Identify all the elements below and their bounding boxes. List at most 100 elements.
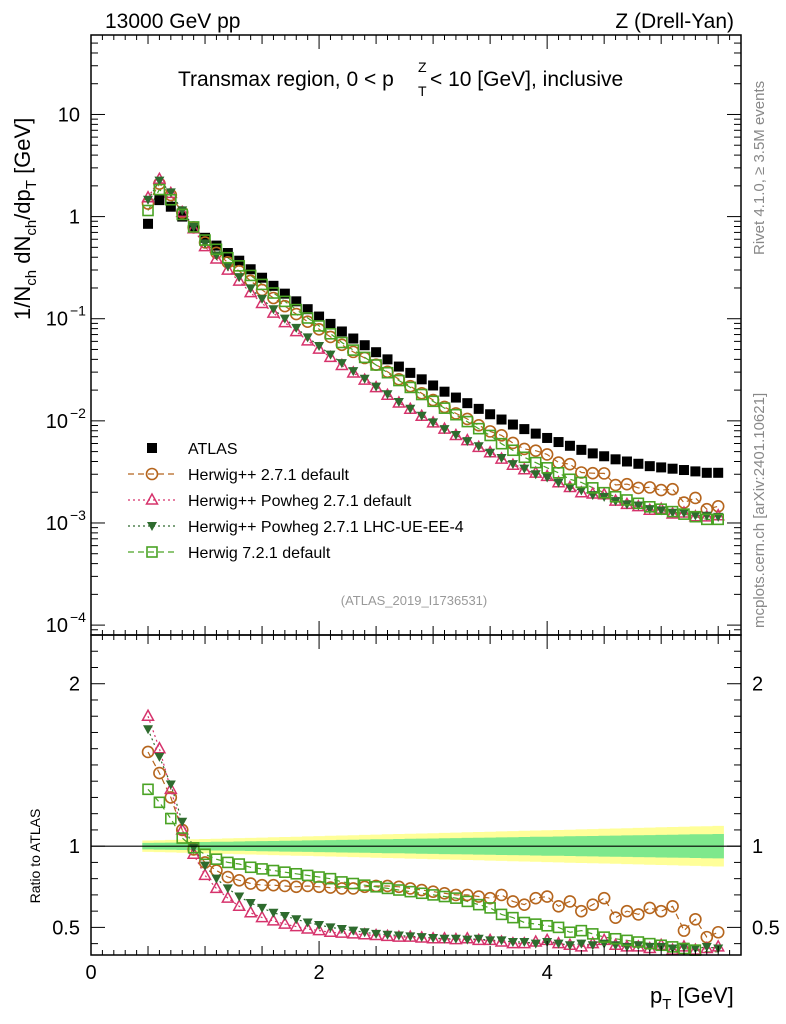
marker-ratio-s2-p7: [221, 890, 235, 903]
line-ratio-series-4: [147, 788, 719, 953]
marker-ratio-s4-p25: [427, 889, 439, 901]
marker-top-s2-p6: [209, 251, 224, 264]
marker-top-s4-p0: [142, 204, 154, 217]
marker-top-s4-p24: [415, 388, 428, 401]
ylabel-part4: [GeV]: [10, 118, 35, 180]
marker-top-s4-p31: [495, 437, 508, 450]
marker-top-s2-p32: [506, 457, 520, 470]
marker-ratio-s4-p11: [267, 864, 280, 877]
marker-ratio-s3-p6: [211, 874, 222, 884]
marker-top-s0-p18: [348, 333, 359, 344]
marker-top-s4-p17: [336, 336, 348, 349]
marker-ratio-s4-p12: [279, 866, 291, 878]
marker-top-s3-p8: [234, 273, 245, 283]
y-tick-label-top-2: 10: [46, 411, 68, 433]
y-tick-label-top-1: 10: [46, 513, 68, 535]
marker-top-s4-p20: [370, 359, 382, 371]
marker-top-s0-p33: [519, 424, 530, 435]
marker-top-s1-p35: [540, 448, 554, 461]
marker-top-s1-p50: [711, 499, 725, 513]
marker-ratio-s2-p15: [312, 923, 326, 936]
marker-ratio-s2-p1: [152, 741, 167, 754]
marker-ratio-s3-p0: [143, 725, 154, 735]
marker-ratio-s3-p19: [359, 928, 370, 938]
marker-top-s1-p37: [563, 457, 577, 471]
marker-ratio-s2-p8: [232, 898, 247, 912]
marker-ratio-s2-p9: [243, 905, 258, 918]
marker-top-s3-p47: [678, 508, 689, 518]
marker-ratio-s4-p34: [529, 918, 542, 930]
marker-ratio-s3-p33: [519, 938, 530, 948]
marker-ratio-s3-p49: [701, 942, 712, 952]
marker-ratio-s3-p18: [348, 926, 359, 936]
marker-ratio-s2-p32: [506, 936, 520, 949]
marker-top-s4-p13: [290, 303, 303, 316]
marker-top-s0-p40: [599, 451, 610, 462]
marker-ratio-s1-p32: [506, 895, 520, 908]
marker-ratio-s1-p0: [141, 745, 155, 759]
ylabel-sub1: ch: [23, 270, 40, 286]
marker-top-s2-p9: [243, 285, 258, 298]
marker-top-s4-p40: [598, 486, 610, 499]
marker-ratio-s3-p38: [576, 939, 587, 949]
marker-ratio-s4-p20: [370, 880, 382, 893]
marker-ratio-s4-p42: [621, 934, 633, 947]
marker-top-s0-p23: [405, 367, 416, 378]
marker-top-s0-p29: [473, 403, 484, 414]
marker-top-s4-p42: [621, 494, 633, 506]
marker-ratio-s3-p5: [200, 861, 211, 871]
marker-ratio-s3-p28: [462, 935, 473, 945]
y-tick-label-ratio-2: 2: [69, 674, 80, 696]
marker-top-s3-p33: [519, 464, 530, 474]
marker-top-s4-p34: [529, 456, 542, 469]
marker-top-s4-p10: [256, 278, 268, 291]
marker-ratio-s4-p24: [415, 887, 428, 900]
y-tick-label-ratio-1: 1: [69, 836, 80, 858]
marker-ratio-s4-p38: [575, 924, 588, 937]
marker-ratio-s3-p48: [690, 944, 701, 954]
marker-ratio-s4-p22: [393, 884, 405, 896]
marker-top-s3-p20: [371, 382, 382, 392]
y-tick-label-top-exp-1: −3: [70, 507, 86, 523]
marker-top-s4-p21: [381, 366, 394, 379]
ylabel-sub3: T: [23, 180, 40, 189]
marker-top-s2-p31: [494, 451, 509, 464]
marker-top-s2-p10: [255, 295, 269, 309]
marker-top-s1-p34: [529, 444, 543, 458]
marker-ratio-s3-p2: [165, 780, 176, 790]
marker-top-s4-p48: [689, 510, 702, 523]
marker-ratio-s4-p16: [324, 872, 337, 885]
marker-ratio-s4-p1: [153, 796, 166, 809]
marker-top-s0-p50: [713, 467, 724, 478]
y-axis-label-top: 1/Nch dNch/dpT [GeV]: [10, 118, 40, 320]
marker-ratio-s1-p50: [711, 925, 725, 939]
rivet-label: Rivet 4.1.0, ≥ 3.5M events: [751, 81, 768, 255]
marker-top-s3-p12: [279, 314, 290, 324]
marker-ratio-s4-p27: [450, 892, 462, 904]
marker-top-s4-p9: [244, 269, 257, 282]
marker-top-s0-p43: [633, 458, 644, 469]
plot-title-part2: < 10 [GeV], inclusive: [430, 68, 623, 91]
marker-ratio-s3-p10: [257, 903, 268, 913]
marker-top-s4-p7: [222, 251, 234, 264]
marker-ratio-s4-p6: [210, 853, 223, 865]
marker-top-s3-p25: [428, 418, 439, 428]
marker-ratio-s1-p2: [164, 791, 178, 804]
marker-top-s2-p3: [175, 204, 189, 218]
marker-top-s3-p4: [188, 222, 199, 232]
marker-ratio-s3-p21: [382, 930, 393, 940]
marker-ratio-s4-p2: [165, 812, 177, 825]
marker-ratio-s1-p6: [210, 864, 223, 877]
marker-ratio-s1-p9: [244, 877, 257, 890]
marker-top-s4-p3: [176, 208, 189, 221]
marker-ratio-s2-p16: [323, 924, 338, 938]
marker-top-s1-p32: [506, 436, 520, 450]
marker-ratio-s3-p44: [644, 942, 655, 952]
marker-ratio-s1-p39: [586, 898, 600, 911]
marker-ratio-s2-p3: [175, 822, 189, 835]
marker-ratio-s2-p11: [266, 913, 281, 926]
marker-top-s3-p7: [222, 262, 233, 272]
legend-marker-4: [146, 546, 158, 558]
marker-ratio-s3-p34: [530, 939, 541, 949]
marker-ratio-s3-p12: [279, 912, 290, 922]
